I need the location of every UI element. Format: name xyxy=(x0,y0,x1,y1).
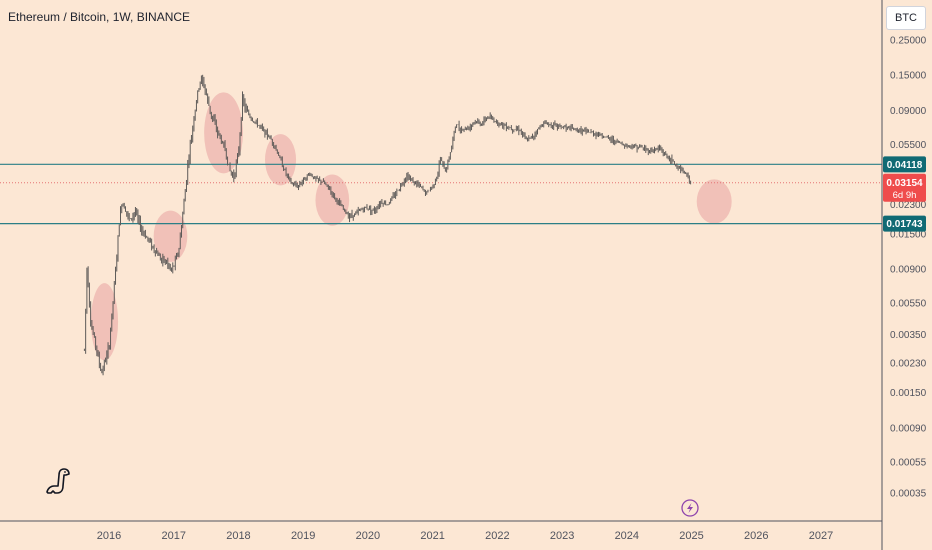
price-axis[interactable]: 0.25000 0.15000 0.09000 0.05500 0.02300 0.015… xyxy=(890,36,927,500)
x-tick-label: 2020 xyxy=(356,530,380,542)
x-tick-label: 2019 xyxy=(291,530,315,542)
highlight-ellipse-5 xyxy=(696,179,732,224)
y-tick-label: 0.00350 xyxy=(890,330,927,341)
y-tick-label: 0.00900 xyxy=(890,265,927,276)
y-tick-label: 0.05500 xyxy=(890,140,927,151)
dinosaur-icon[interactable] xyxy=(46,468,70,494)
y-tick-label: 0.01500 xyxy=(890,229,927,240)
level-badge-label: 0.01743 xyxy=(886,219,923,230)
lightning-icon[interactable] xyxy=(681,499,699,517)
y-tick-label: 0.00035 xyxy=(890,489,927,500)
level-lines xyxy=(0,163,882,225)
y-tick-label: 0.15000 xyxy=(890,71,927,82)
x-tick-label: 2022 xyxy=(485,530,509,542)
currency-button[interactable]: BTC xyxy=(886,6,926,30)
x-tick-label: 2023 xyxy=(550,530,574,542)
chart-title: Ethereum / Bitcoin, 1W, BINANCE xyxy=(8,10,191,24)
bar-countdown-label: 6d 9h xyxy=(893,190,917,201)
x-tick-label: 2024 xyxy=(615,530,639,542)
highlight-ellipse-3 xyxy=(264,134,297,186)
highlight-ellipse-2 xyxy=(204,92,243,174)
x-tick-label: 2027 xyxy=(809,530,833,542)
x-tick-label: 2021 xyxy=(420,530,444,542)
y-tick-label: 0.00230 xyxy=(890,359,927,370)
y-tick-label: 0.02300 xyxy=(890,200,927,211)
x-tick-label: 2016 xyxy=(97,530,121,542)
y-tick-label: 0.00090 xyxy=(890,423,927,434)
highlight-ellipse-4 xyxy=(315,174,350,226)
level-badge-1 xyxy=(883,215,926,232)
candle-series xyxy=(83,74,692,376)
y-tick-label: 0.25000 xyxy=(890,36,927,47)
y-tick-label: 0.09000 xyxy=(890,106,927,117)
level-badge-0 xyxy=(883,156,926,173)
y-tick-label: 0.00055 xyxy=(890,457,927,468)
x-tick-label: 2026 xyxy=(744,530,768,542)
y-tick-label: 0.00150 xyxy=(890,388,927,399)
x-tick-label: 2017 xyxy=(161,530,185,542)
x-tick-label: 2018 xyxy=(226,530,250,542)
y-tick-label: 0.00550 xyxy=(890,299,927,310)
level-badge-label: 0.04118 xyxy=(887,160,923,171)
current-price-label: 0.03154 xyxy=(886,178,923,189)
time-axis[interactable]: 2016 2017 2018 2019 2020 2021 2022 2023 2024 2025… xyxy=(97,530,833,542)
x-tick-label: 2025 xyxy=(679,530,703,542)
current-price-badge xyxy=(883,173,926,202)
highlight-ellipse-0 xyxy=(90,283,119,361)
